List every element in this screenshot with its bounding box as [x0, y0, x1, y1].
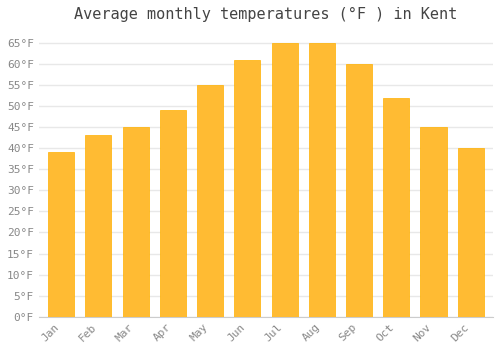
Bar	[86, 135, 112, 317]
Bar	[234, 60, 260, 317]
Bar	[122, 127, 148, 317]
Title: Average monthly temperatures (°F ) in Kent: Average monthly temperatures (°F ) in Ke…	[74, 7, 458, 22]
Bar	[48, 152, 74, 317]
Bar	[420, 127, 446, 317]
Bar	[197, 85, 223, 317]
Bar	[458, 148, 483, 317]
Bar	[272, 43, 297, 317]
Bar	[383, 98, 409, 317]
Bar	[160, 110, 186, 317]
Bar	[308, 43, 335, 317]
Bar	[346, 64, 372, 317]
